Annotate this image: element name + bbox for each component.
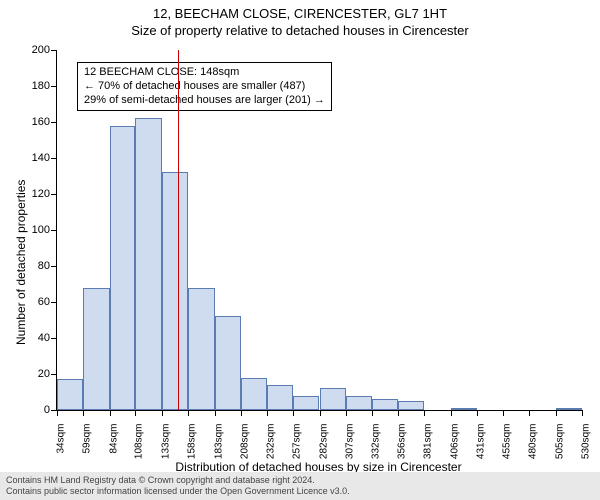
info-box: 12 BEECHAM CLOSE: 148sqm← 70% of detache…	[77, 62, 332, 111]
x-tick	[529, 410, 530, 416]
x-tick-label: 34sqm	[56, 424, 67, 454]
y-tick	[51, 230, 57, 231]
x-tick-label: 133sqm	[160, 424, 171, 460]
reference-line	[178, 50, 179, 410]
x-tick	[162, 410, 163, 416]
x-tick	[398, 410, 399, 416]
x-tick-label: 530sqm	[581, 424, 592, 460]
y-tick	[51, 302, 57, 303]
x-tick-label: 282sqm	[318, 424, 329, 460]
histogram-bar	[188, 288, 214, 410]
info-box-line: 29% of semi-detached houses are larger (…	[84, 94, 325, 108]
histogram-bar	[267, 385, 293, 410]
histogram-bar	[162, 172, 188, 410]
x-tick-label: 381sqm	[423, 424, 434, 460]
y-tick-label: 20	[22, 368, 50, 380]
y-tick-label: 180	[22, 80, 50, 92]
page: 12, BEECHAM CLOSE, CIRENCESTER, GL7 1HT …	[0, 0, 600, 500]
x-tick-label: 307sqm	[344, 424, 355, 460]
x-tick-label: 431sqm	[476, 424, 487, 460]
histogram-bar	[320, 388, 346, 410]
x-tick-label: 158sqm	[187, 424, 198, 460]
x-tick-label: 406sqm	[449, 424, 460, 460]
y-tick-label: 100	[22, 224, 50, 236]
x-tick	[424, 410, 425, 416]
y-tick-label: 60	[22, 296, 50, 308]
x-tick-label: 356sqm	[396, 424, 407, 460]
y-tick	[51, 194, 57, 195]
histogram-chart: 12 BEECHAM CLOSE: 148sqm← 70% of detache…	[56, 50, 582, 411]
histogram-bar	[556, 408, 582, 410]
y-tick	[51, 50, 57, 51]
x-tick	[372, 410, 373, 416]
x-tick-label: 108sqm	[134, 424, 145, 460]
address-line: 12, BEECHAM CLOSE, CIRENCESTER, GL7 1HT	[0, 0, 600, 21]
x-tick	[57, 410, 58, 416]
y-tick-label: 0	[22, 404, 50, 416]
footer: Contains HM Land Registry data © Crown c…	[0, 472, 600, 500]
y-tick	[51, 374, 57, 375]
x-tick	[241, 410, 242, 416]
x-tick-label: 59sqm	[82, 424, 93, 454]
histogram-bar	[346, 396, 372, 410]
histogram-bar	[57, 379, 83, 410]
footer-line-2: Contains public sector information licen…	[6, 486, 594, 497]
x-tick	[503, 410, 504, 416]
x-tick-label: 332sqm	[371, 424, 382, 460]
histogram-bar	[83, 288, 109, 410]
x-tick-label: 183sqm	[213, 424, 224, 460]
x-tick	[451, 410, 452, 416]
y-tick	[51, 266, 57, 267]
y-tick	[51, 86, 57, 87]
x-tick	[293, 410, 294, 416]
x-tick	[582, 410, 583, 416]
x-tick	[188, 410, 189, 416]
y-tick-label: 80	[22, 260, 50, 272]
histogram-bar	[135, 118, 161, 410]
info-box-line: 12 BEECHAM CLOSE: 148sqm	[84, 66, 325, 80]
y-tick-label: 160	[22, 116, 50, 128]
histogram-bar	[451, 408, 477, 410]
histogram-bar	[372, 399, 397, 410]
y-tick-label: 40	[22, 332, 50, 344]
x-tick-label: 455sqm	[501, 424, 512, 460]
y-tick-label: 140	[22, 152, 50, 164]
footer-line-1: Contains HM Land Registry data © Crown c…	[6, 475, 594, 486]
x-tick	[267, 410, 268, 416]
x-tick-label: 208sqm	[240, 424, 251, 460]
x-tick	[477, 410, 478, 416]
x-tick	[320, 410, 321, 416]
x-tick-label: 257sqm	[292, 424, 303, 460]
y-tick-label: 200	[22, 44, 50, 56]
x-tick	[346, 410, 347, 416]
x-tick-label: 505sqm	[554, 424, 565, 460]
x-tick	[135, 410, 136, 416]
x-tick-label: 480sqm	[528, 424, 539, 460]
y-tick	[51, 338, 57, 339]
histogram-bar	[398, 401, 424, 410]
x-tick-label: 232sqm	[265, 424, 276, 460]
x-tick	[83, 410, 84, 416]
histogram-bar	[293, 396, 319, 410]
y-tick	[51, 158, 57, 159]
histogram-bar	[215, 316, 241, 410]
x-tick-label: 84sqm	[108, 424, 119, 454]
histogram-bar	[241, 378, 266, 410]
y-tick	[51, 122, 57, 123]
subtitle-line: Size of property relative to detached ho…	[0, 21, 600, 38]
x-tick	[110, 410, 111, 416]
y-tick-label: 120	[22, 188, 50, 200]
info-box-line: ← 70% of detached houses are smaller (48…	[84, 80, 325, 94]
histogram-bar	[110, 126, 135, 410]
x-tick	[215, 410, 216, 416]
x-tick	[556, 410, 557, 416]
